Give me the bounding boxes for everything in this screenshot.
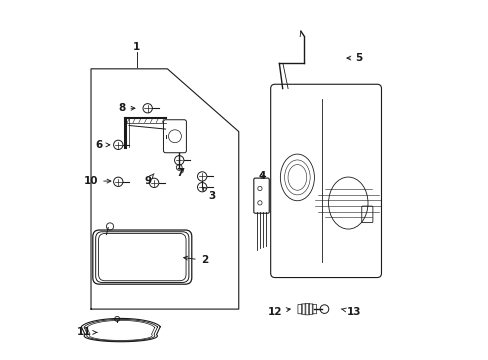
Text: 2: 2 — [183, 255, 207, 265]
Text: 4: 4 — [258, 171, 265, 181]
Text: 8: 8 — [118, 103, 135, 113]
Text: 3: 3 — [202, 187, 215, 201]
Text: 11: 11 — [76, 327, 97, 337]
Text: 5: 5 — [346, 53, 362, 63]
Text: 12: 12 — [267, 307, 290, 316]
Text: 7: 7 — [176, 168, 183, 178]
Text: 1: 1 — [133, 42, 140, 52]
Text: 10: 10 — [83, 176, 111, 186]
Text: 13: 13 — [341, 307, 361, 316]
Text: 9: 9 — [144, 174, 154, 186]
Text: 6: 6 — [95, 140, 110, 150]
